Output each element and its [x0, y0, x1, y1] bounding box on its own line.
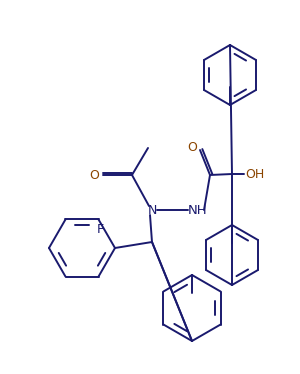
Text: N: N — [147, 203, 157, 217]
Text: NH: NH — [188, 203, 208, 217]
Text: O: O — [89, 169, 99, 181]
Text: OH: OH — [245, 168, 265, 181]
Text: O: O — [187, 141, 197, 153]
Text: F: F — [97, 223, 104, 236]
